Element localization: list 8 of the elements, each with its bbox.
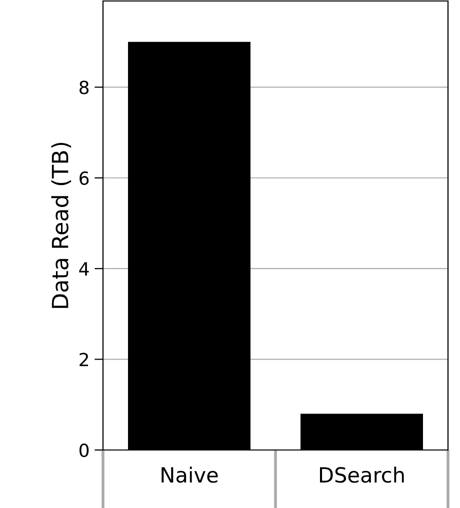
x-tick-label: Naive (162, 466, 218, 483)
y-tick-label: 8 (80, 80, 89, 94)
y-tick-label: 4 (79, 262, 89, 276)
y-tick-label: 0 (80, 443, 89, 458)
y-tick-label: 6 (80, 171, 89, 185)
y-tick-label: 2 (80, 352, 88, 366)
y-axis-title: Data Read (TB) (51, 142, 72, 308)
x-tick-label: DSearch (320, 466, 404, 483)
